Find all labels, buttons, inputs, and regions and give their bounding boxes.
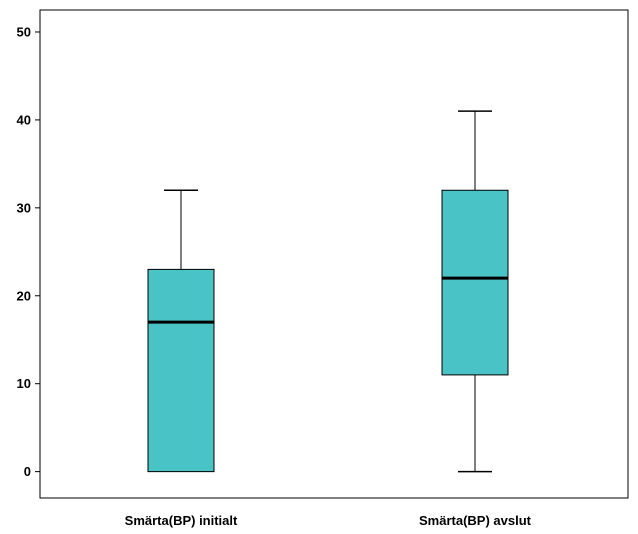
box-1 xyxy=(147,189,215,473)
y-axis: 0 10 20 30 40 50 xyxy=(17,24,40,479)
y-tick-label-50: 50 xyxy=(17,24,31,39)
plot-area xyxy=(39,9,629,499)
x-category-label-1: Smärta(BP) initialt xyxy=(125,513,238,528)
box-2 xyxy=(441,110,509,473)
y-tick-label-40: 40 xyxy=(17,112,31,127)
y-tick-label-10: 10 xyxy=(17,376,31,391)
y-tick-label-0: 0 xyxy=(24,464,31,479)
x-category-label-2: Smärta(BP) avslut xyxy=(419,513,532,528)
y-tick-label-30: 30 xyxy=(17,200,31,215)
iqr-box xyxy=(147,268,215,473)
y-tick-label-20: 20 xyxy=(17,288,31,303)
iqr-box xyxy=(441,189,509,376)
x-axis: Smärta(BP) initialt Smärta(BP) avslut xyxy=(125,513,532,528)
boxes xyxy=(147,110,509,473)
